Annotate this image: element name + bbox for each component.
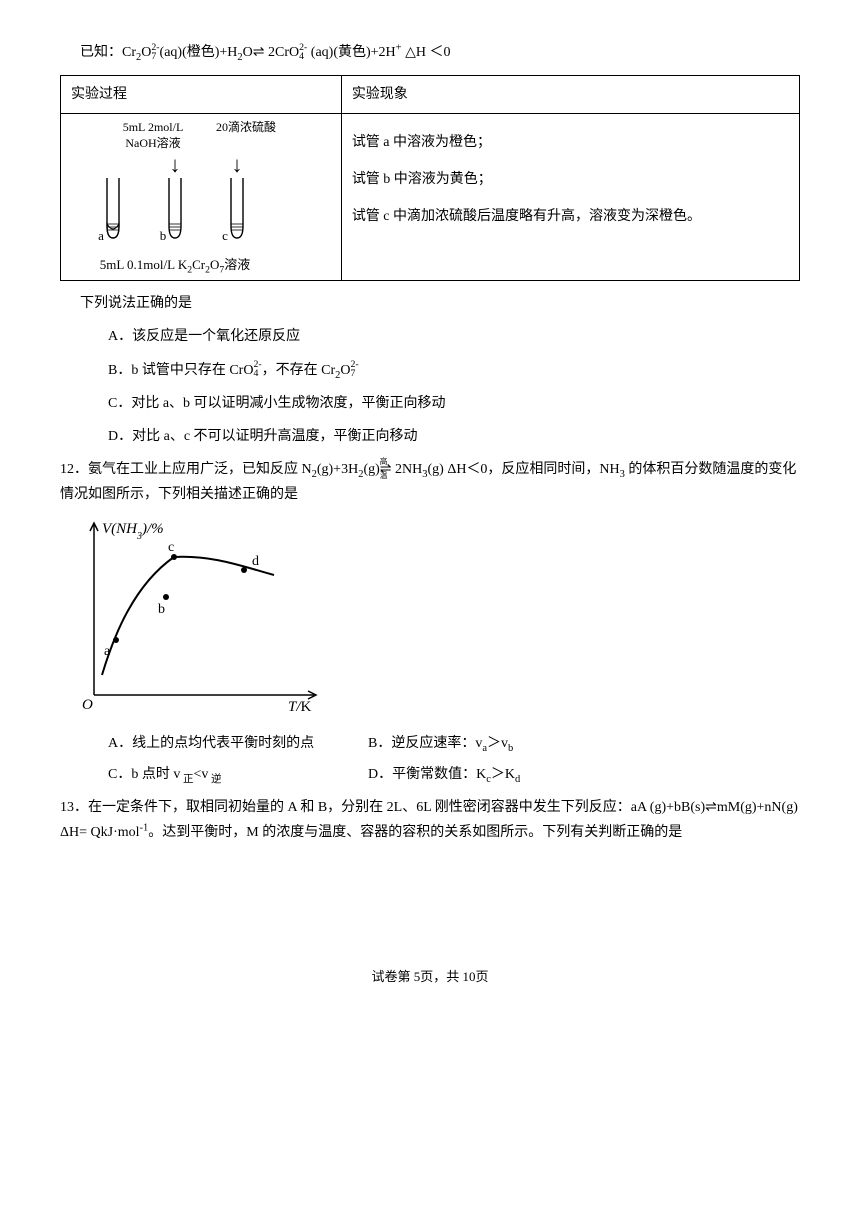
q11-option-b: B．b 试管中只存在 CrO2-4，不存在 Cr2O2-7 [108,358,800,383]
svg-text:b: b [158,602,165,617]
tube-a-label: a [98,224,104,247]
q12-option-b: B．逆反应速率：va＞vb [368,731,800,756]
tube-c-unit: ↓ c [223,154,251,251]
experiment-diagram-cell: 5mL 2mol/LNaOH溶液 20滴浓硫酸 a [61,114,342,281]
q11-option-c: C．对比 a、b 可以证明减小生成物浓度，平衡正向移动 [108,391,800,416]
arrow-down-icon: ↓ [232,154,243,176]
q11-options: A．该反应是一个氧化还原反应 B．b 试管中只存在 CrO2-4，不存在 Cr2… [60,324,800,449]
tube-c-label: c [222,224,228,247]
ylabel: V(NH3)/% [102,521,164,542]
q12-stem: 12．氨气在工业上应用广泛，已知反应 N2(g)+3H2(g)高温⇌ 2NH3(… [60,457,800,507]
table-head-phenomenon: 实验现象 [341,76,799,114]
label-naoh: 5mL 2mol/LNaOH溶液 [103,120,203,151]
label-h2so4: 20滴浓硫酸 [203,120,289,151]
bottom-solution-label: 5mL 0.1mol/L K2Cr2O7溶液 [61,253,289,276]
q12-option-d: D．平衡常数值：Kc＞Kd [368,762,800,787]
tube-b-label: b [160,224,167,247]
phenomenon-c: 试管 c 中滴加浓硫酸后温度略有升高，溶液变为深橙色。 [352,204,789,231]
phenomenon-a: 试管 a 中溶液为橙色； [352,130,789,157]
q12-option-c: C．b 点时 v 正<v 逆 [108,762,368,787]
q11-option-d: D．对比 a、c 不可以证明升高温度，平衡正向移动 [108,424,800,449]
phenomena-cell: 试管 a 中溶液为橙色； 试管 b 中溶液为黄色； 试管 c 中滴加浓硫酸后温度… [341,114,799,281]
svg-text:c: c [168,540,174,555]
table-head-process: 实验过程 [61,76,342,114]
page-footer: 试卷第 5页，共 10页 [60,965,800,988]
q12-options: A．线上的点均代表平衡时刻的点 B．逆反应速率：va＞vb C．b 点时 v 正… [60,731,800,787]
q11-option-a: A．该反应是一个氧化还原反应 [108,324,800,349]
q11-stem: 下列说法正确的是 [80,291,800,316]
svg-text:T/K: T/K [288,699,312,715]
svg-text:O: O [82,697,93,713]
svg-text:a: a [104,644,111,659]
q12-chart: V(NH3)/% a b c d O T/K [74,515,800,724]
q12-option-a: A．线上的点均代表平衡时刻的点 [108,731,368,756]
arrow-down-icon: ↓ [170,154,181,176]
experiment-table: 实验过程 实验现象 5mL 2mol/LNaOH溶液 20滴浓硫酸 [60,75,800,281]
phenomenon-b: 试管 b 中溶液为黄色； [352,167,789,194]
svg-text:d: d [252,554,259,569]
tubes-diagram: 5mL 2mol/LNaOH溶液 20滴浓硫酸 a [61,120,289,276]
reaction-equation: 已知：Cr2O2-7(aq)(橙色)+H2O⇌ 2CrO2-4 (aq)(黄色)… [60,40,800,65]
q13-stem: 13．在一定条件下，取相同初始量的 A 和 B，分别在 2L、6L 刚性密闭容器… [60,795,800,845]
tube-b-unit: ↓ b [161,154,189,251]
tube-a-unit: a [99,154,127,251]
